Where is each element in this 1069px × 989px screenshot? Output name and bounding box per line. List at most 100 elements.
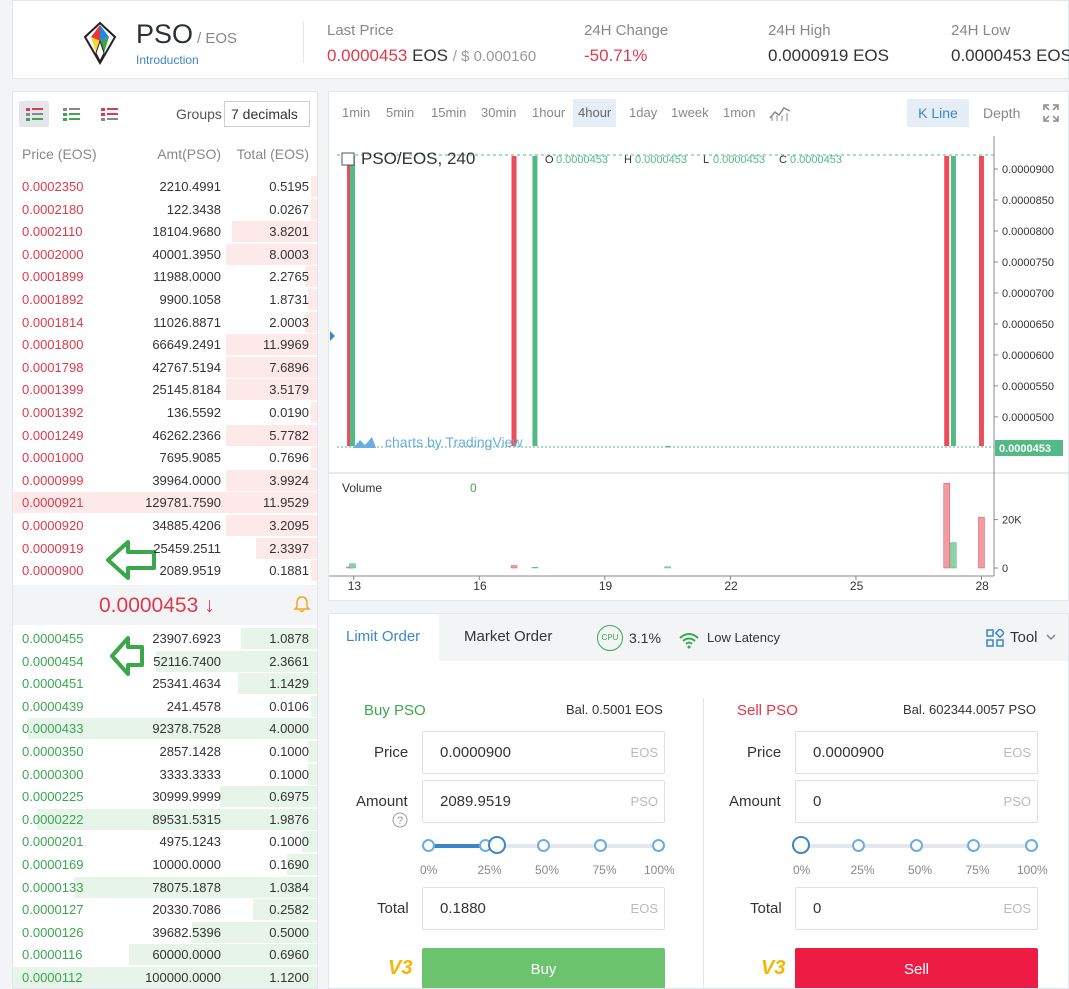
timeframe-1min[interactable]: 1min: [342, 105, 371, 120]
timeframe-15min[interactable]: 15min: [431, 105, 467, 120]
slider-percent-label: 50%: [535, 863, 560, 877]
tab-market-order[interactable]: Market Order: [464, 628, 553, 645]
bid-row[interactable]: 0.0000126 39682.5396 0.5000: [13, 921, 317, 943]
ask-row[interactable]: 0.0000999 39964.0000 3.9924: [13, 469, 317, 491]
ask-row[interactable]: 0.0001892 9900.1058 1.8731: [13, 288, 317, 310]
ask-row[interactable]: 0.0000919 25459.2511 2.3397: [13, 537, 317, 559]
depth-bar: [225, 356, 317, 378]
timeframe-5min[interactable]: 5min: [386, 105, 415, 120]
slider-stop[interactable]: [651, 839, 665, 852]
timeframe-30min[interactable]: 30min: [481, 105, 517, 120]
ask-row[interactable]: 0.0001800 66649.2491 11.9969: [13, 333, 317, 356]
depth-bar: [28, 718, 317, 740]
slider-percent-label: 75%: [592, 863, 617, 877]
depth-bar: [225, 334, 317, 356]
bid-row[interactable]: 0.0000451 25341.4634 1.1429: [13, 672, 317, 695]
ask-row[interactable]: 0.0002180 122.3438 0.0267: [13, 198, 317, 220]
sell-percent-slider[interactable]: 0% 25% 50% 75% 100%: [792, 835, 1048, 877]
buy-price-input[interactable]: 0.0000900 EOS: [422, 731, 665, 774]
ohlc-h-label: H: [624, 154, 632, 166]
depth-bar: [225, 243, 317, 265]
slider-handle[interactable]: [792, 836, 810, 854]
bid-row[interactable]: 0.0000433 92378.7528 4.0000: [13, 717, 317, 740]
buy-amount-input[interactable]: 2089.9519 PSO: [422, 780, 665, 823]
ask-row[interactable]: 0.0001399 25145.8184 3.5179: [13, 378, 317, 401]
sell-price-label: Price: [747, 744, 782, 761]
bid-row[interactable]: 0.0000169 10000.0000 0.1690: [13, 853, 317, 875]
ask-row[interactable]: 0.0000920 34885.4206 3.2095: [13, 514, 317, 536]
chart-canvas[interactable]: 0.0000900 0.0000850 0.0000800 0.0000750 0.00…: [329, 136, 1069, 601]
sell-amount-input[interactable]: 0 PSO: [795, 780, 1038, 823]
slider-stop[interactable]: [852, 839, 865, 852]
row-amount: 92378.7528: [152, 721, 221, 737]
bid-row[interactable]: 0.0000439 241.4578 0.0106: [13, 695, 317, 717]
slider-stop[interactable]: [1024, 839, 1038, 852]
bid-row[interactable]: 0.0000454 52116.7400 2.3661: [13, 650, 317, 672]
ask-row[interactable]: 0.0001798 42767.5194 7.6896: [13, 356, 317, 378]
bid-row[interactable]: 0.0000455 23907.6923 1.0878: [13, 627, 317, 649]
tool-menu[interactable]: Tool: [1010, 629, 1038, 646]
bid-row[interactable]: 0.0000350 2857.1428 0.1000: [13, 740, 317, 762]
buy-percent-slider[interactable]: 0% 25% 50% 75% 100%: [420, 835, 675, 877]
timeframe-1week[interactable]: 1week: [671, 105, 709, 120]
tradingview-watermark[interactable]: charts by TradingView: [353, 434, 523, 450]
buy-total-input[interactable]: 0.1880 EOS: [422, 887, 665, 930]
depth-bar: [256, 537, 317, 559]
row-price: 0.0001892: [22, 292, 84, 307]
indicators-icon[interactable]: [769, 104, 791, 122]
ask-row[interactable]: 0.0001392 136.5592 0.0190: [13, 401, 317, 423]
row-price: 0.0000112: [22, 970, 83, 985]
bid-row[interactable]: 0.0000133 78075.1878 1.0384: [13, 876, 317, 898]
bid-row[interactable]: 0.0000127 20330.7086 0.2582: [13, 898, 317, 921]
timeframe-1day[interactable]: 1day: [629, 105, 658, 120]
collapse-sidebar-icon[interactable]: [330, 331, 335, 341]
view-bids-button[interactable]: [56, 101, 86, 127]
row-amount: 11026.8871: [153, 314, 221, 330]
sell-total-input[interactable]: 0 EOS: [795, 887, 1038, 930]
bid-row[interactable]: 0.0000116 60000.0000 0.6960: [13, 943, 317, 966]
buy-button[interactable]: Buy: [422, 948, 665, 988]
ask-row[interactable]: 0.0001899 11988.0000 2.2765: [13, 265, 317, 288]
fullscreen-icon[interactable]: [1043, 104, 1059, 122]
row-amount: 2089.9519: [159, 563, 221, 579]
timeframe-4hour[interactable]: 4hour: [573, 99, 617, 127]
tab-limit-order[interactable]: Limit Order: [329, 614, 439, 661]
legend-collapse-icon[interactable]: [341, 152, 355, 166]
ask-row[interactable]: 0.0002000 40001.3950 8.0003: [13, 243, 317, 265]
depth-button[interactable]: Depth: [983, 105, 1021, 121]
ask-row[interactable]: 0.0001814 11026.8871 2.0003: [13, 311, 317, 333]
bid-row[interactable]: 0.0000225 30999.9999 0.6975: [13, 785, 317, 808]
depth-bar: [192, 921, 317, 943]
bid-row[interactable]: 0.0000112 100000.0000 1.1200: [13, 966, 317, 988]
price-alert-bell-icon[interactable]: [293, 595, 311, 613]
kline-button[interactable]: K Line: [907, 99, 969, 127]
help-icon[interactable]: ?: [392, 812, 408, 828]
ask-row[interactable]: 0.0000900 2089.9519 0.1881: [13, 559, 317, 582]
sell-button[interactable]: Sell: [795, 948, 1038, 988]
ask-row[interactable]: 0.0000921 129781.7590 11.9529: [13, 491, 317, 514]
slider-stop[interactable]: [421, 839, 435, 852]
bid-row[interactable]: 0.0000201 4975.1243 0.1000: [13, 830, 317, 853]
ask-row[interactable]: 0.0002110 18104.9680 3.8201: [13, 220, 317, 243]
row-price: 0.0002350: [22, 179, 84, 194]
slider-handle[interactable]: [488, 836, 506, 854]
ask-row[interactable]: 0.0001249 46262.2366 5.7782: [13, 424, 317, 446]
ask-row[interactable]: 0.0002350 2210.4991 0.5195: [13, 175, 317, 197]
timeframe-1mon[interactable]: 1mon: [723, 105, 756, 120]
view-both-button[interactable]: [19, 101, 49, 127]
bid-row[interactable]: 0.0000300 3333.3333 0.1000: [13, 763, 317, 785]
slider-stop[interactable]: [536, 839, 550, 852]
slider-stop[interactable]: [909, 839, 923, 852]
slider-stop[interactable]: [594, 839, 607, 852]
slider-stop[interactable]: [967, 839, 980, 852]
chevron-down-icon[interactable]: [1045, 631, 1057, 643]
tool-grid-icon[interactable]: [986, 629, 1004, 647]
ask-row[interactable]: 0.0001000 7695.9085 0.7696: [13, 446, 317, 469]
view-asks-button[interactable]: [94, 101, 124, 127]
groups-select[interactable]: 7 decimals: [224, 101, 310, 127]
header-divider: [303, 21, 304, 63]
sell-price-input[interactable]: 0.0000900 EOS: [795, 731, 1038, 774]
timeframe-1hour[interactable]: 1hour: [532, 105, 566, 120]
introduction-link[interactable]: Introduction: [136, 53, 199, 67]
bid-row[interactable]: 0.0000222 89531.5315 1.9876: [13, 808, 317, 830]
